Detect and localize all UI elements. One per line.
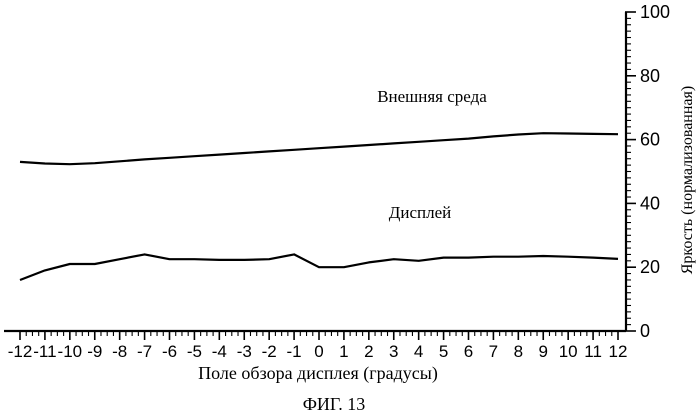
y-tick-label: 60 xyxy=(640,130,660,150)
x-tick-label: -8 xyxy=(112,342,127,361)
x-tick-label: 2 xyxy=(364,342,373,361)
x-tick-label: -7 xyxy=(137,342,152,361)
y-tick-label: 40 xyxy=(640,193,660,213)
series-label: Дисплей xyxy=(389,203,451,222)
x-tick-label: 11 xyxy=(584,342,602,361)
x-tick-label: -9 xyxy=(87,342,102,361)
x-tick-label: -11 xyxy=(33,342,56,361)
x-tick-label: 1 xyxy=(339,342,348,361)
chart-axes xyxy=(4,12,626,331)
x-tick-label: 7 xyxy=(489,342,498,361)
x-tick-label: -1 xyxy=(287,342,302,361)
x-tick-label: 9 xyxy=(539,342,548,361)
y-tick-label: 20 xyxy=(640,257,660,277)
x-tick-label: -12 xyxy=(8,342,33,361)
series-line-2 xyxy=(20,254,618,280)
x-tick-label: -2 xyxy=(262,342,277,361)
y-axis-ticks: 0 20 40 60 80 100 xyxy=(625,2,670,341)
y-tick-label: 100 xyxy=(640,2,670,22)
y-tick-label: 80 xyxy=(640,66,660,86)
x-tick-label: 5 xyxy=(439,342,448,361)
chart-series xyxy=(20,133,618,280)
x-tick-label: 4 xyxy=(414,342,423,361)
x-tick-label: 10 xyxy=(559,342,578,361)
x-tick-label: 3 xyxy=(389,342,398,361)
x-tick-label: 8 xyxy=(514,342,523,361)
x-tick-label: 6 xyxy=(464,342,473,361)
x-axis-title: Поле обзора дисплея (градусы) xyxy=(198,363,438,384)
x-tick-label: -4 xyxy=(212,342,227,361)
x-tick-label: -6 xyxy=(162,342,177,361)
series-label: Внешняя среда xyxy=(377,87,487,106)
chart-labels: Внешняя среда Дисплей Поле обзора дисплея … xyxy=(198,86,696,414)
x-tick-label: 12 xyxy=(609,342,628,361)
x-tick-label: -5 xyxy=(187,342,202,361)
x-tick-label: 0 xyxy=(314,342,323,361)
x-tick-label: -10 xyxy=(58,342,83,361)
y-axis-title: Яркость (нормализованная) xyxy=(679,86,696,274)
series-line-1 xyxy=(20,133,618,164)
x-axis-ticks: -12-11-10-9-8-7-6-5-4-3-2-10123456789101… xyxy=(8,331,628,361)
y-tick-label: 0 xyxy=(640,321,650,341)
x-tick-label: -3 xyxy=(237,342,252,361)
figure-caption: ФИГ. 13 xyxy=(303,394,366,414)
